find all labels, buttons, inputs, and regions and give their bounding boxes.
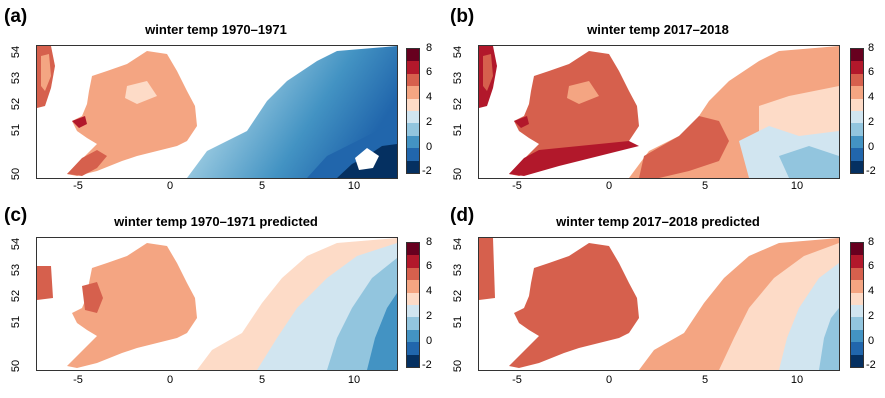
ctick-a-8: 8 [426,42,433,54]
colorbar-c [406,242,420,368]
xtick-c-5: 5 [258,374,266,386]
ctick-a-6: 6 [426,66,433,78]
xtick-c-m5: -5 [73,374,83,386]
ctick-b-6: 6 [868,66,875,78]
ctick-d-2: 2 [868,310,875,322]
xtick-d-10: 10 [790,374,804,386]
ctick-d-4: 4 [868,285,875,297]
ctick-b-m2: -2 [866,165,876,177]
xtick-b-m5: -5 [512,180,522,192]
xtick-c-0: 0 [166,374,174,386]
map-a [36,45,398,179]
ctick-d-6: 6 [868,260,875,272]
panel-letter-c: (c) [4,205,28,226]
panel-title-a: winter temp 1970–1971 [145,22,287,37]
ytick-a-51: 51 [10,123,22,137]
xtick-d-m5: -5 [512,374,522,386]
ytick-d-54: 54 [452,237,464,251]
ytick-d-53: 53 [452,263,464,277]
ytick-b-52: 52 [452,97,464,111]
panel-title-c: winter temp 1970–1971 predicted [114,214,318,229]
ctick-c-8: 8 [426,236,433,248]
ctick-c-2: 2 [426,310,433,322]
ctick-a-m2: -2 [422,165,432,177]
ctick-d-8: 8 [868,236,875,248]
xtick-b-0: 0 [605,180,613,192]
ctick-c-6: 6 [426,260,433,272]
ctick-c-4: 4 [426,285,433,297]
ytick-d-50: 50 [452,359,464,373]
xtick-a-10: 10 [347,180,361,192]
ytick-d-52: 52 [452,289,464,303]
panel-letter-a: (a) [4,6,28,27]
ctick-b-4: 4 [868,91,875,103]
ytick-a-50: 50 [10,167,22,181]
ytick-c-54: 54 [10,237,22,251]
panel-title-d: winter temp 2017–2018 predicted [556,214,760,229]
ytick-c-51: 51 [10,315,22,329]
ytick-c-50: 50 [10,359,22,373]
ctick-a-0: 0 [426,141,433,153]
ctick-c-m2: -2 [422,359,432,371]
xtick-c-10: 10 [347,374,361,386]
colorbar-b [850,48,864,174]
ctick-a-4: 4 [426,91,433,103]
ctick-a-2: 2 [426,116,433,128]
xtick-d-5: 5 [701,374,709,386]
ctick-b-8: 8 [868,42,875,54]
ytick-a-54: 54 [10,45,22,59]
colorbar-a [406,48,420,174]
ytick-c-52: 52 [10,289,22,303]
xtick-a-0: 0 [166,180,174,192]
ctick-d-m2: -2 [866,359,876,371]
colorbar-d [850,242,864,368]
ytick-b-50: 50 [452,167,464,181]
ytick-d-51: 51 [452,315,464,329]
xtick-a-m5: -5 [73,180,83,192]
map-d [478,237,840,371]
map-c [36,237,398,371]
ytick-b-51: 51 [452,123,464,137]
xtick-d-0: 0 [605,374,613,386]
ytick-a-53: 53 [10,71,22,85]
xtick-b-10: 10 [790,180,804,192]
panel-letter-b: (b) [450,6,475,27]
map-b [478,45,840,179]
xtick-b-5: 5 [701,180,709,192]
ctick-b-2: 2 [868,116,875,128]
ctick-d-0: 0 [868,335,875,347]
panel-letter-d: (d) [450,205,475,226]
panel-title-b: winter temp 2017–2018 [587,22,729,37]
ytick-a-52: 52 [10,97,22,111]
ytick-b-53: 53 [452,71,464,85]
ctick-b-0: 0 [868,141,875,153]
xtick-a-5: 5 [258,180,266,192]
ytick-c-53: 53 [10,263,22,277]
ctick-c-0: 0 [426,335,433,347]
ytick-b-54: 54 [452,45,464,59]
